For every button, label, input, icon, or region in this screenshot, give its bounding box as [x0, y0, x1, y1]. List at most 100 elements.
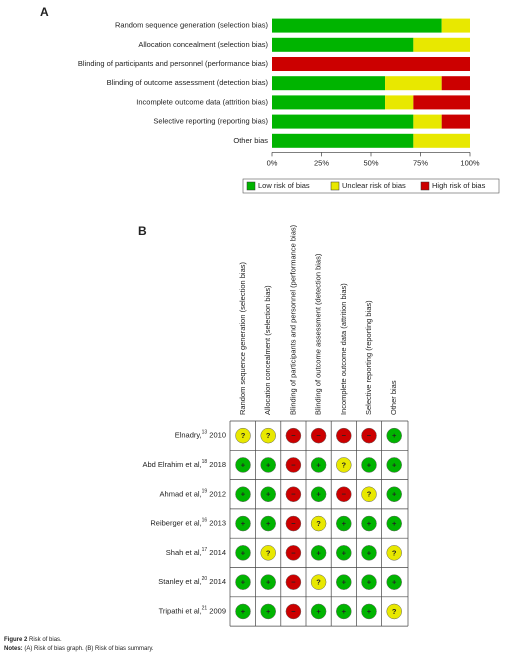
x-tick-label: 100%	[460, 158, 480, 167]
judgment-symbol: +	[392, 578, 397, 587]
judgment	[361, 457, 377, 473]
judgment-symbol: ?	[266, 548, 271, 557]
judgment-symbol: +	[266, 578, 271, 587]
judgment-symbol: +	[266, 607, 271, 616]
judgment-symbol: −	[291, 607, 296, 616]
judgment	[260, 457, 276, 473]
study-name: Ahmad et al,	[160, 489, 202, 498]
caption-label: Figure 2	[4, 637, 28, 643]
study-label: Reiberger et al,16 2013	[150, 518, 226, 528]
judgment	[336, 603, 352, 620]
judgment	[285, 427, 302, 444]
judgment	[310, 427, 327, 444]
judgment-symbol: +	[367, 578, 372, 587]
notes: Notes: (A) Risk of bias graph. (B) Risk …	[4, 646, 154, 652]
study-name: Reiberger et al,	[150, 519, 201, 528]
bar-segment	[272, 95, 386, 110]
judgment	[260, 603, 276, 620]
bar-segment	[272, 37, 414, 52]
judgment-symbol: +	[342, 578, 347, 587]
judgment	[260, 486, 276, 502]
caption-text: Risk of bias.	[29, 637, 62, 643]
y-tick-label: Other bias	[233, 136, 268, 145]
column-header: Allocation concealment (selection bias)	[263, 285, 272, 415]
judgment	[260, 574, 276, 590]
judgment-symbol: ?	[241, 431, 246, 440]
bar-segment	[413, 95, 470, 110]
judgment-symbol: −	[342, 431, 347, 440]
x-tick-label: 25%	[314, 158, 329, 167]
legend-label: Unclear risk of bias	[342, 181, 406, 190]
judgment-symbol: +	[316, 460, 321, 469]
judgment-symbol: ?	[392, 548, 397, 557]
judgment	[285, 457, 302, 473]
judgment	[386, 515, 402, 532]
judgment-symbol: +	[342, 607, 347, 616]
judgment	[336, 427, 352, 444]
judgment	[260, 545, 276, 561]
judgment	[235, 574, 251, 590]
bar-segment	[413, 114, 442, 129]
judgment	[336, 574, 352, 590]
study-name: Elnadry,	[175, 431, 202, 440]
judgment	[386, 457, 402, 473]
judgment	[285, 545, 302, 561]
judgment-symbol: +	[241, 578, 246, 587]
judgment-symbol: +	[316, 490, 321, 499]
judgment-symbol: +	[392, 431, 397, 440]
judgment	[285, 515, 302, 532]
judgment	[336, 486, 352, 502]
judgment	[361, 603, 377, 620]
judgment	[285, 486, 302, 502]
judgment-symbol: −	[342, 490, 347, 499]
judgment	[361, 545, 377, 561]
y-tick-label: Incomplete outcome data (attrition bias)	[136, 97, 268, 106]
judgment-symbol: +	[342, 519, 347, 528]
study-year: 2012	[207, 489, 226, 498]
study-label: Ahmad et al,19 2012	[160, 489, 226, 499]
legend-swatch	[330, 181, 340, 191]
bar-segment	[413, 37, 470, 52]
y-tick-label: Blinding of outcome assessment (detectio…	[107, 78, 269, 87]
judgment	[336, 515, 352, 532]
judgment	[386, 427, 402, 444]
judgment-symbol: +	[367, 607, 372, 616]
judgment-symbol: +	[392, 460, 397, 469]
judgment-symbol: +	[367, 548, 372, 557]
study-year: 2014	[207, 548, 226, 557]
column-header: Other bias	[389, 380, 398, 415]
judgment-symbol: +	[266, 490, 271, 499]
bar-segment	[385, 76, 442, 91]
judgment-symbol: −	[291, 431, 296, 440]
judgment-symbol: +	[342, 548, 347, 557]
judgment-symbol: +	[241, 460, 246, 469]
study-ref: 19	[202, 489, 208, 495]
judgment-symbol: −	[291, 548, 296, 557]
judgment	[386, 574, 402, 590]
judgment-symbol: −	[316, 431, 321, 440]
y-tick-label: Blinding of participants and personnel (…	[78, 59, 269, 68]
y-tick-label: Selective reporting (reporting bias)	[153, 117, 268, 126]
column-header: Blinding of outcome assessment (detectio…	[314, 253, 323, 415]
study-name: Shah et al,	[166, 548, 202, 557]
panel-label: A	[40, 5, 49, 19]
study-year: 2018	[207, 460, 226, 469]
judgment-symbol: +	[367, 519, 372, 528]
study-ref: 20	[202, 576, 208, 582]
legend-box	[242, 178, 500, 194]
judgment	[310, 545, 327, 561]
judgment	[386, 486, 402, 502]
judgment	[235, 486, 251, 502]
study-name: Stanley et al,	[158, 577, 201, 586]
x-tick-label: 50%	[363, 158, 378, 167]
bar-segment	[385, 95, 414, 110]
judgment-symbol: +	[241, 490, 246, 499]
study-ref: 13	[202, 430, 208, 436]
judgment-symbol: −	[291, 578, 296, 587]
notes-label: Notes:	[4, 646, 23, 652]
study-year: 2010	[207, 431, 226, 440]
judgment-symbol: −	[291, 519, 296, 528]
bar-segment	[413, 133, 470, 148]
judgment	[235, 603, 251, 620]
study-ref: 16	[202, 518, 208, 524]
